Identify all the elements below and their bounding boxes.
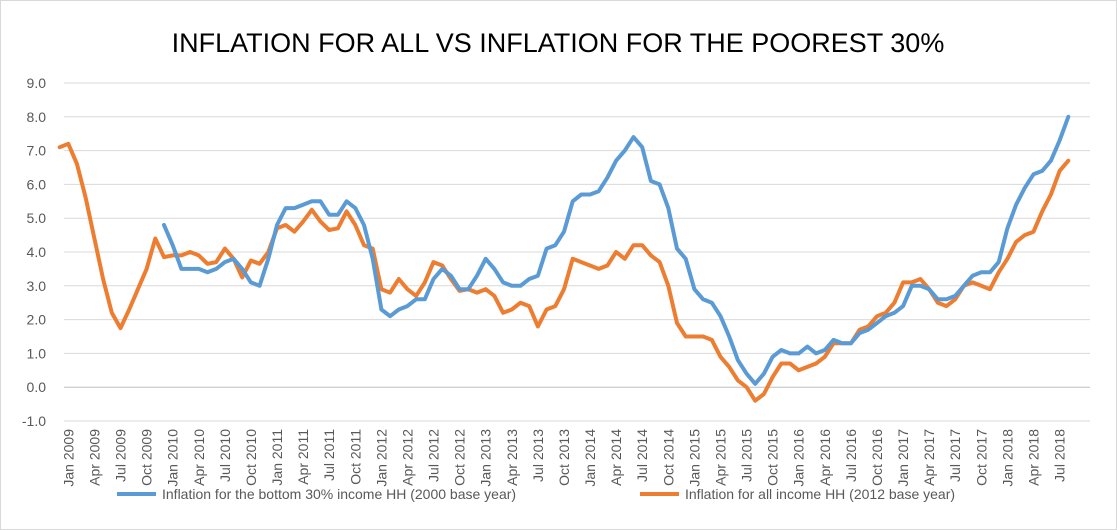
x-tick-label: Jul 2011 (321, 429, 337, 481)
y-tick-label: 8.0 (27, 109, 47, 125)
y-tick-label: 0.0 (27, 379, 47, 395)
legend-label-bottom-30: Inflation for the bottom 30% income HH (… (162, 486, 516, 502)
x-tick-label: Oct 2017 (973, 429, 989, 486)
x-tick-label: Jan 2016 (791, 429, 807, 487)
gridlines (64, 82, 1090, 422)
x-tick-label: Jul 2009 (113, 429, 129, 482)
x-tick-label: Jan 2014 (582, 429, 598, 487)
x-tick-label: Jan 2018 (999, 429, 1015, 487)
x-tick-label: Jul 2018 (1052, 429, 1068, 482)
x-tick-label: Jul 2013 (530, 429, 546, 482)
x-tick-label: Jan 2012 (373, 429, 389, 487)
series-line-all-income (57, 141, 1071, 403)
x-tick-label: Oct 2012 (452, 429, 468, 486)
x-tick-label: Jan 2011 (269, 429, 285, 486)
x-tick-label: Apr 2009 (86, 429, 102, 486)
x-tick-label: Oct 2014 (660, 429, 676, 486)
x-tick-label: Apr 2010 (191, 429, 207, 486)
x-tick-label: Jan 2009 (60, 429, 76, 487)
y-tick-label: 9.0 (27, 75, 47, 91)
x-tick-label: Jan 2017 (895, 429, 911, 487)
chart-title: INFLATION FOR ALL VS INFLATION FOR THE P… (172, 28, 945, 58)
x-tick-label: Oct 2016 (869, 429, 885, 486)
legend-label-all-income: Inflation for all income HH (2012 base y… (685, 486, 955, 502)
x-tick-label: Apr 2016 (817, 429, 833, 486)
x-tick-label: Jan 2015 (686, 429, 702, 487)
y-tick-label: -1.0 (22, 413, 46, 429)
x-tick-label: Apr 2014 (608, 429, 624, 486)
y-tick-label: 6.0 (27, 176, 47, 192)
x-tick-label: Jan 2010 (165, 429, 181, 487)
y-tick-label: 5.0 (27, 210, 47, 226)
x-tick-label: Jul 2010 (217, 429, 233, 482)
y-axis-tick-labels: -1.0 0.0 1.0 2.0 3.0 4.0 5.0 6.0 7.0 8.0 9.0 (22, 75, 46, 429)
x-tick-label: Oct 2013 (556, 429, 572, 486)
x-axis-tick-labels: Jan 2009 Apr 2009 Jul 2009 Oct 2009 Jan 2010… (60, 429, 1067, 487)
x-tick-label: Apr 2015 (712, 429, 728, 486)
y-tick-label: 2.0 (27, 312, 47, 328)
x-tick-label: Oct 2010 (243, 429, 259, 486)
x-tick-label: Jul 2014 (634, 429, 650, 482)
x-tick-label: Apr 2011 (295, 429, 311, 485)
y-tick-label: 3.0 (27, 278, 47, 294)
x-tick-label: Jan 2013 (478, 429, 494, 487)
x-tick-label: Apr 2013 (504, 429, 520, 486)
y-tick-label: 4.0 (27, 244, 47, 260)
x-tick-label: Jul 2015 (739, 429, 755, 482)
x-tick-label: Jul 2012 (426, 429, 442, 482)
legend: Inflation for the bottom 30% income HH (… (117, 486, 955, 502)
x-tick-label: Apr 2017 (921, 429, 937, 486)
series-lines (57, 114, 1071, 403)
series-line-bottom-30 (162, 114, 1071, 386)
x-tick-label: Oct 2011 (347, 429, 363, 485)
x-tick-label: Apr 2018 (1025, 429, 1041, 486)
x-tick-label: Jul 2017 (947, 429, 963, 482)
x-tick-label: Oct 2009 (139, 429, 155, 486)
y-tick-label: 7.0 (27, 143, 47, 159)
x-tick-label: Oct 2015 (765, 429, 781, 486)
y-tick-label: 1.0 (27, 345, 47, 361)
x-tick-label: Jul 2016 (843, 429, 859, 482)
x-tick-label: Apr 2012 (399, 429, 415, 486)
